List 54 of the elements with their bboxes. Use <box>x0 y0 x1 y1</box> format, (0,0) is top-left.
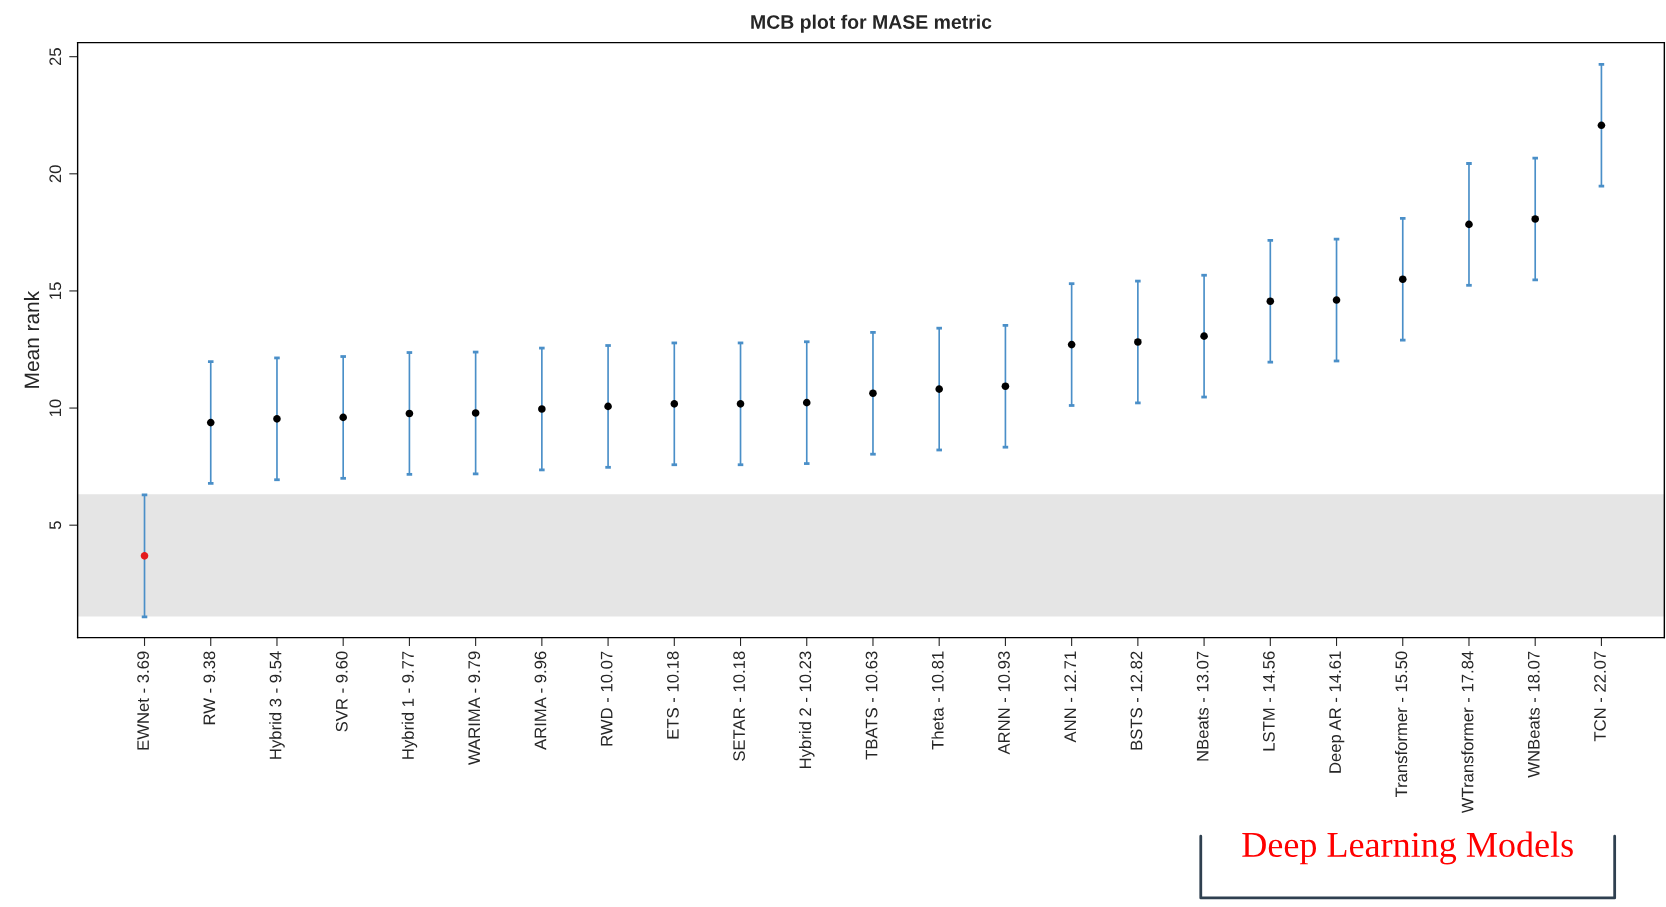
x-tick-label: LSTM - 14.56 <box>1262 651 1275 751</box>
point <box>1200 332 1208 340</box>
x-tick-label: RWD - 10.07 <box>600 651 613 746</box>
point <box>1398 275 1407 284</box>
x-tick-label: BSTS - 12.82 <box>1130 651 1143 750</box>
y-tick-label: 15 <box>49 282 62 299</box>
x-tick-label: WNBeats - 18.07 <box>1527 651 1540 778</box>
point <box>802 398 811 407</box>
point <box>471 409 480 417</box>
x-tick-label: ANN - 12.71 <box>1064 651 1076 743</box>
x-tick-label: Transformer - 15.50 <box>1395 651 1408 798</box>
x-tick-label: TCN - 22.07 <box>1594 651 1606 742</box>
chart-title: MCB plot for MASE metric <box>751 14 992 33</box>
point <box>604 402 612 411</box>
y-tick-label: 25 <box>49 48 62 66</box>
point <box>1266 297 1275 306</box>
x-tick-label: EWNet - 3.69 <box>137 651 149 750</box>
y-tick-label: 5 <box>49 521 62 530</box>
point <box>1531 215 1539 223</box>
point <box>140 552 149 560</box>
point <box>538 405 546 413</box>
point <box>1067 340 1076 349</box>
x-tick-label: RW - 9.38 <box>203 651 216 725</box>
point <box>405 409 414 418</box>
x-tick-label: Deep AR - 14.61 <box>1329 651 1345 773</box>
x-tick-label: Hybrid 3 - 9.54 <box>269 651 285 759</box>
x-tick-label: TBATS - 10.63 <box>865 651 878 760</box>
y-tick-label: 10 <box>49 399 62 417</box>
point <box>1597 121 1606 130</box>
point <box>869 389 877 398</box>
x-tick-label: ETS - 10.18 <box>666 651 679 739</box>
x-tick-label: ARNN - 10.93 <box>998 651 1010 755</box>
text: Deep Learning Models <box>1242 831 1573 865</box>
point <box>670 400 679 408</box>
point <box>1465 220 1473 229</box>
y-axis-title: Mean rank <box>23 290 40 388</box>
x-tick-label: Hybrid 2 - 10.23 <box>798 651 815 769</box>
x-tick-label: SVR - 9.60 <box>335 651 348 732</box>
x-tick-label: Hybrid 1 - 9.77 <box>401 651 418 759</box>
point <box>339 413 347 422</box>
x-tick-label: SETAR - 10.18 <box>733 651 745 761</box>
point <box>736 400 745 408</box>
x-tick-label: Theta - 10.81 <box>931 651 944 750</box>
point <box>206 418 215 427</box>
x-tick-label: WTransformer - 17.84 <box>1461 651 1474 814</box>
y-tick-label: 20 <box>49 165 62 183</box>
x-tick-label: NBeats - 13.07 <box>1196 651 1209 761</box>
point <box>1001 382 1010 391</box>
point <box>273 415 281 423</box>
point <box>1134 338 1142 346</box>
point <box>935 385 943 393</box>
point <box>1332 296 1341 304</box>
x-tick-label: WARIMA - 9.79 <box>468 651 481 765</box>
x-tick-label: ARIMA - 9.96 <box>534 651 547 750</box>
